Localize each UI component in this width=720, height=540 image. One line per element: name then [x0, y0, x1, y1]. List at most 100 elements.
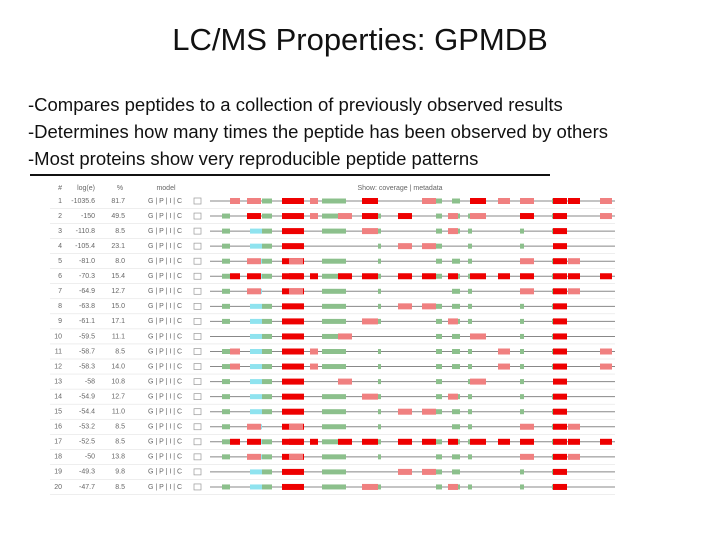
model-links[interactable]: G | P | I | C — [148, 198, 182, 205]
model-links[interactable]: G | P | I | C — [148, 243, 182, 250]
coverage-red — [568, 438, 580, 445]
cell: 16 — [54, 424, 62, 431]
cell: -63.8 — [79, 303, 95, 310]
coverage-red — [362, 273, 378, 280]
coverage-red — [448, 483, 458, 490]
cell: -64.9 — [79, 288, 95, 295]
coverage-red — [310, 213, 318, 220]
cell: -49.3 — [79, 469, 95, 476]
coverage-green — [520, 394, 524, 400]
coverage-green — [262, 484, 272, 490]
coverage-red — [553, 408, 567, 415]
coverage-red — [553, 333, 567, 340]
coverage-green — [222, 318, 230, 324]
model-links[interactable]: G | P | I | C — [148, 318, 182, 325]
cell: 13.8 — [111, 454, 125, 461]
coverage-green — [436, 394, 442, 400]
cell: -50 — [85, 454, 95, 461]
coverage-red — [362, 228, 378, 235]
coverage-green — [452, 333, 460, 339]
coverage-green — [222, 303, 230, 309]
cell: 8.5 — [115, 348, 125, 355]
coverage-green — [222, 349, 230, 354]
coverage-red — [520, 453, 534, 460]
coverage-green — [378, 303, 381, 309]
coverage-green — [222, 243, 230, 249]
coverage-green — [322, 469, 346, 475]
coverage-red — [520, 273, 534, 280]
model-links[interactable]: G | P | I | C — [148, 303, 182, 310]
coverage-cyan — [250, 243, 262, 249]
slide-title: LC/MS Properties: GPMDB — [172, 22, 548, 57]
coverage-red — [422, 198, 436, 204]
model-links[interactable]: G | P | I | C — [148, 378, 182, 385]
coverage-cyan — [250, 364, 262, 370]
model-links[interactable]: G | P | I | C — [148, 348, 182, 355]
model-links[interactable]: G | P | I | C — [148, 363, 182, 370]
model-links[interactable]: G | P | I | C — [148, 484, 182, 491]
model-links[interactable]: G | P | I | C — [148, 228, 182, 235]
coverage-red — [289, 438, 303, 445]
model-links[interactable]: G | P | I | C — [148, 393, 182, 400]
coverage-red — [470, 378, 486, 385]
coverage-green — [262, 273, 272, 279]
coverage-red — [568, 198, 580, 204]
row-icon — [193, 272, 202, 280]
coverage-green — [322, 409, 346, 415]
coverage-green — [468, 394, 472, 400]
cell: 9 — [58, 318, 62, 325]
cell: 4 — [58, 243, 62, 250]
coverage-red — [448, 273, 458, 280]
coverage-green — [322, 333, 346, 339]
coverage-green — [436, 469, 442, 475]
model-links[interactable]: G | P | I | C — [148, 288, 182, 295]
model-links[interactable]: G | P | I | C — [148, 213, 182, 220]
cell: 9.8 — [115, 469, 125, 476]
row-icon — [193, 287, 202, 295]
coverage-cyan — [250, 484, 262, 490]
model-links[interactable]: G | P | I | C — [148, 439, 182, 446]
row-icon — [193, 408, 202, 416]
coverage-red — [310, 198, 318, 204]
coverage-green — [452, 349, 460, 354]
coverage-green — [436, 439, 442, 445]
coverage-green — [262, 439, 272, 445]
model-links[interactable]: G | P | I | C — [148, 258, 182, 265]
coverage-green — [222, 484, 230, 490]
coverage-red — [362, 483, 378, 490]
coverage-green — [322, 484, 346, 490]
model-links[interactable]: G | P | I | C — [148, 424, 182, 431]
coverage-red — [398, 408, 412, 415]
coverage-green — [520, 303, 524, 309]
coverage-green — [378, 349, 381, 354]
model-links[interactable]: G | P | I | C — [148, 409, 182, 416]
cell: 7 — [58, 288, 62, 295]
coverage-cyan — [250, 318, 262, 324]
coverage-red — [282, 348, 304, 355]
row-icon — [193, 257, 202, 265]
model-links[interactable]: G | P | I | C — [148, 454, 182, 461]
coverage-green — [452, 288, 460, 294]
coverage-red — [247, 198, 261, 204]
coverage-red — [247, 438, 261, 445]
cell: 8.5 — [115, 424, 125, 431]
coverage-red — [520, 438, 534, 445]
cell: -150 — [81, 213, 95, 220]
model-links[interactable]: G | P | I | C — [148, 273, 182, 280]
cell: -54.9 — [79, 393, 95, 400]
model-links[interactable]: G | P | I | C — [148, 333, 182, 340]
coverage-red — [520, 288, 534, 295]
coverage-red — [282, 468, 304, 475]
coverage-cyan — [250, 303, 262, 309]
coverage-red — [282, 333, 304, 340]
column-header[interactable]: Show: coverage | metadata — [357, 185, 442, 192]
model-links[interactable]: G | P | I | C — [148, 469, 182, 476]
coverage-red — [398, 213, 412, 220]
cell: 11.1 — [112, 333, 125, 340]
cell: 13 — [54, 378, 62, 385]
coverage-red — [520, 258, 534, 265]
coverage-green — [436, 228, 442, 234]
coverage-green — [222, 379, 230, 385]
coverage-green — [468, 454, 472, 460]
